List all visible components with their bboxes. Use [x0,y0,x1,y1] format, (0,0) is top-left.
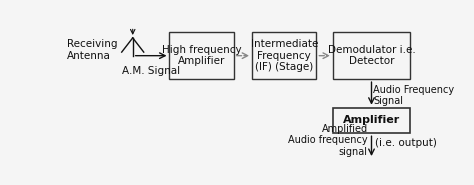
Text: A.M. Signal: A.M. Signal [122,66,180,76]
Text: Intermediate
Frequency
(IF) (Stage): Intermediate Frequency (IF) (Stage) [251,39,318,72]
Text: Audio Frequency
Signal: Audio Frequency Signal [374,85,455,107]
Text: Amplified
Audio frequency
signal: Amplified Audio frequency signal [288,124,368,157]
Text: Demodulator i.e.
Detector: Demodulator i.e. Detector [328,45,415,66]
Text: Amplifier: Amplifier [343,115,400,125]
Bar [333,108,410,133]
Text: (i.e. output): (i.e. output) [375,138,437,148]
Bar [169,32,234,79]
Text: Receiving
Antenna: Receiving Antenna [66,39,117,61]
Text: High frequency
Amplifier: High frequency Amplifier [162,45,241,66]
Bar [252,32,316,79]
Bar [333,32,410,79]
